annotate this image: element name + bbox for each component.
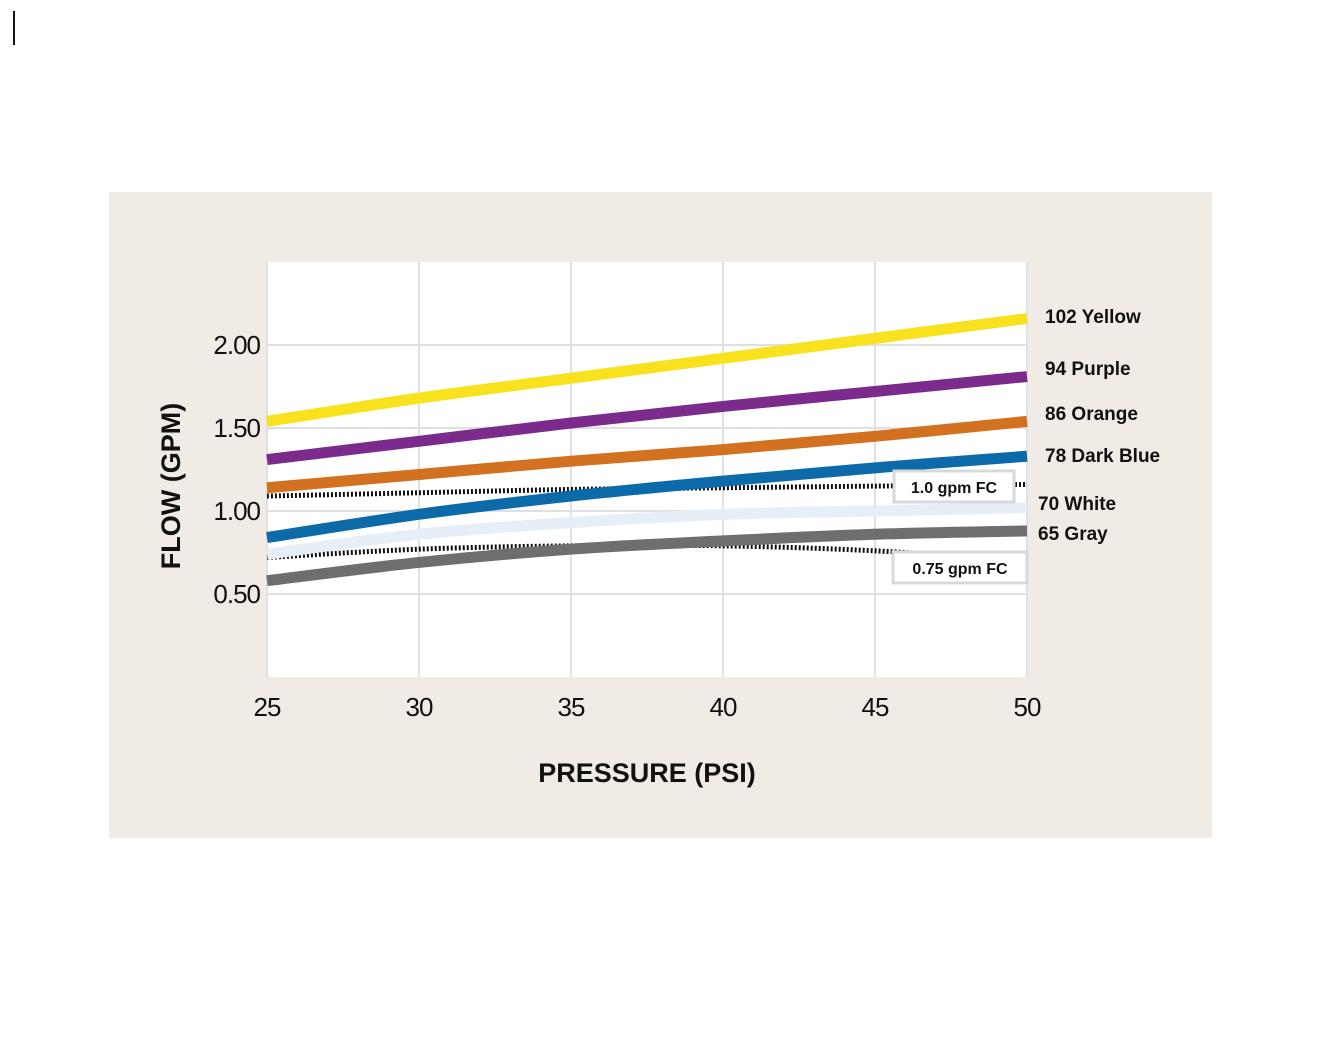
- reference-label-box: [891, 550, 1029, 585]
- flow-control-labels: 1.0 gpm FC 0.75 gpm FC: [891, 469, 1029, 585]
- series-label: 94 Purple: [1045, 359, 1131, 380]
- y-axis-title: FLOW (GPM): [156, 403, 186, 569]
- x-tick-label: 45: [862, 692, 889, 722]
- series-line-70-white: [266, 502, 1028, 560]
- reference-label: 0.75 gpm FC: [912, 561, 1008, 578]
- y-tick-label: 2.00: [213, 330, 260, 360]
- series-line-86-orange: [266, 415, 1028, 494]
- series-line-65-gray: [266, 525, 1028, 587]
- series-line-102-yellow: [266, 312, 1028, 427]
- reference-label-box: [892, 469, 1016, 504]
- grid: [266, 262, 1028, 677]
- y-tick-label: 1.00: [213, 496, 260, 526]
- x-tick-label: 25: [254, 692, 281, 722]
- series-labels: 102 Yellow 94 Purple 86 Orange 78 Dark Blue…: [1038, 307, 1160, 545]
- series-label: 65 Gray: [1038, 524, 1108, 545]
- x-axis-title: PRESSURE (PSI): [538, 758, 756, 788]
- series-line-94-purple: [266, 371, 1028, 466]
- series-label: 70 White: [1038, 494, 1116, 515]
- axis-ticks: 25 30 35 40 45 50 0.50 1.00 1.50 2.00: [213, 330, 1042, 722]
- x-tick-label: 35: [558, 692, 585, 722]
- text-cursor: [13, 11, 15, 45]
- x-tick-label: 40: [710, 692, 737, 722]
- x-tick-label: 30: [406, 692, 433, 722]
- reference-label: 1.0 gpm FC: [911, 480, 998, 497]
- y-tick-label: 1.50: [213, 413, 260, 443]
- series-label: 86 Orange: [1045, 404, 1138, 425]
- series-label: 102 Yellow: [1045, 307, 1141, 328]
- series-lines: [266, 312, 1028, 587]
- series-line-78-dark-blue: [266, 450, 1028, 543]
- x-tick-label: 50: [1014, 692, 1041, 722]
- y-tick-label: 0.50: [213, 579, 260, 609]
- series-label: 78 Dark Blue: [1045, 446, 1160, 467]
